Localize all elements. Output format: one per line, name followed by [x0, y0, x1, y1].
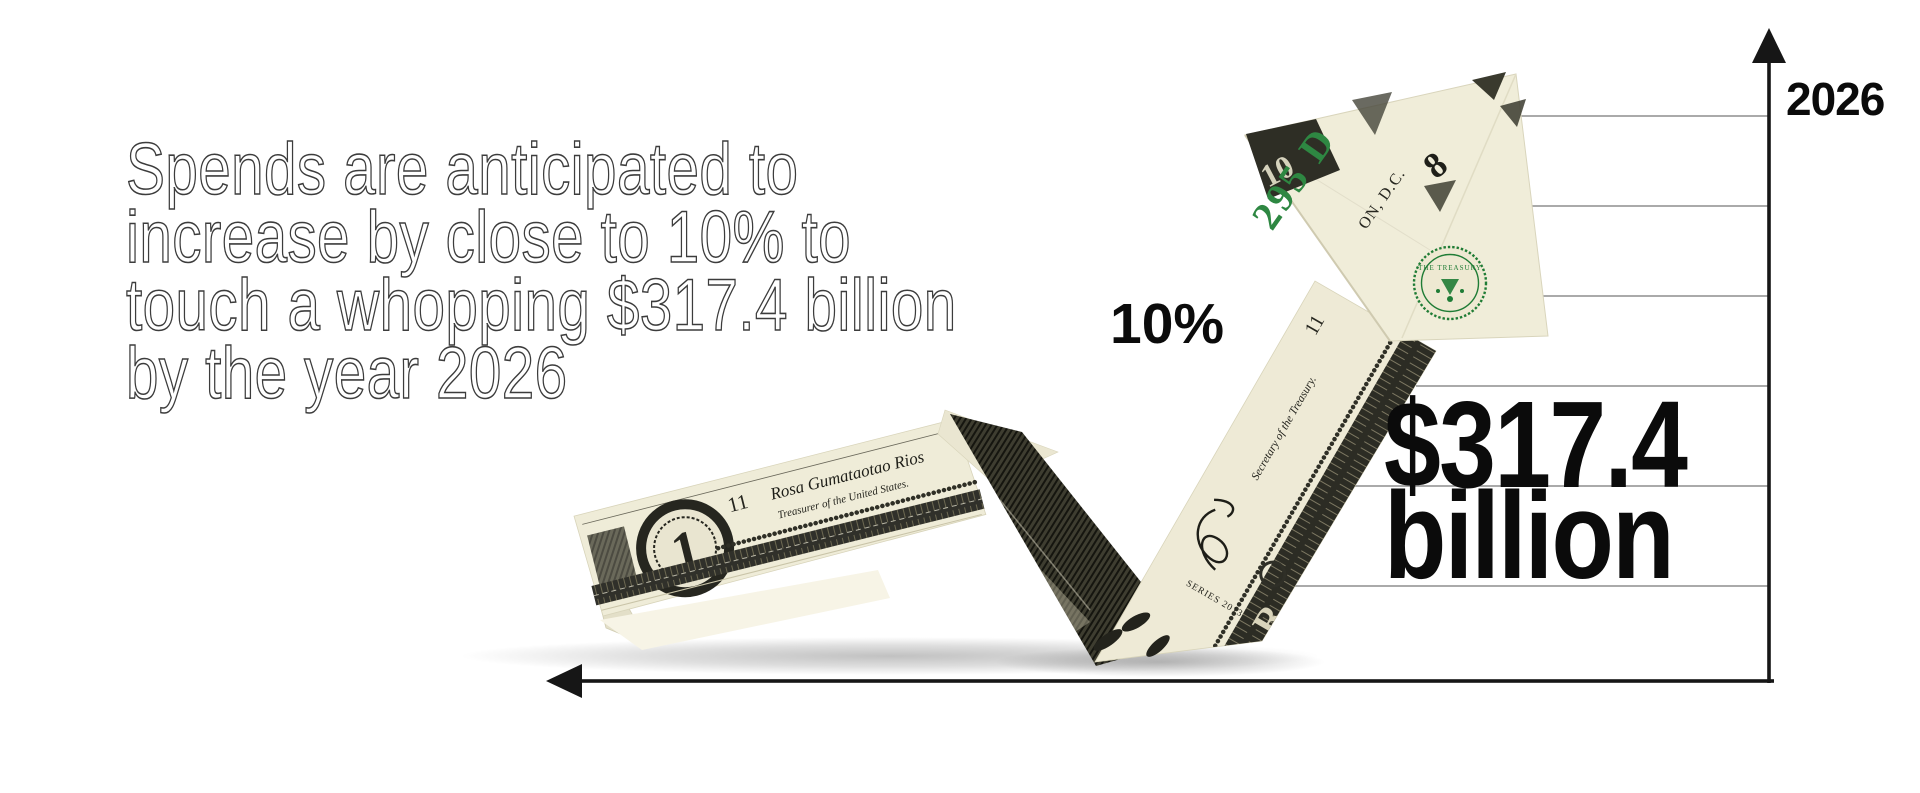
amount-value: $317.4 [1384, 377, 1688, 514]
scroll-ornament [1259, 560, 1287, 588]
secretary-signature-squiggle [1196, 498, 1235, 571]
engraving-chevron [1472, 72, 1506, 100]
engraving-wedge [1424, 180, 1456, 212]
shaft-border-band [1180, 315, 1436, 662]
description-line: Spends are anticipated to [125, 129, 799, 210]
treasury-seal: THE TREASURY [1412, 245, 1488, 321]
description-line: increase by close to 10% to [125, 197, 851, 278]
seal-caption: THE TREASURY [1418, 264, 1482, 272]
axis-arrow-up-icon [1752, 28, 1786, 63]
valley-leaf-ornament [1093, 612, 1170, 657]
axis-arrow-left-icon [546, 664, 582, 698]
description-line: touch a whopping $317.4 billion [125, 265, 957, 346]
x-axis-line [578, 679, 1774, 683]
engraving-wedge [1352, 92, 1392, 135]
growth-percent-label: 10% [1110, 292, 1225, 356]
bill-left-segment: 1 11 Rosa Gumataotao Rios Treasurer of t… [573, 418, 987, 650]
y-axis-line [1767, 58, 1771, 683]
year-label: 2026 [1786, 73, 1885, 125]
amount-unit: billion [1384, 468, 1675, 605]
amount-callout: $317.4 billion [1384, 384, 1899, 704]
axes [546, 28, 1786, 698]
engraving-chevron [1500, 99, 1526, 127]
bill-shaft-segment: A R SERIES 2013 Secretary of the Treasur… [1094, 280, 1437, 663]
description-text: Spends are anticipated to increase by cl… [125, 129, 957, 414]
gridlines [1290, 115, 1769, 587]
arrowhead-fold: 10 295 D ON, D.C. 8 THE TREASURY [1243, 72, 1549, 342]
corner-engraving-patch [1246, 119, 1340, 199]
bill-underside-fold [600, 570, 890, 650]
engraving-circle-chain [715, 479, 980, 551]
description-line: by the year 2026 [125, 333, 568, 414]
engraving-circle-chain [1175, 313, 1408, 662]
